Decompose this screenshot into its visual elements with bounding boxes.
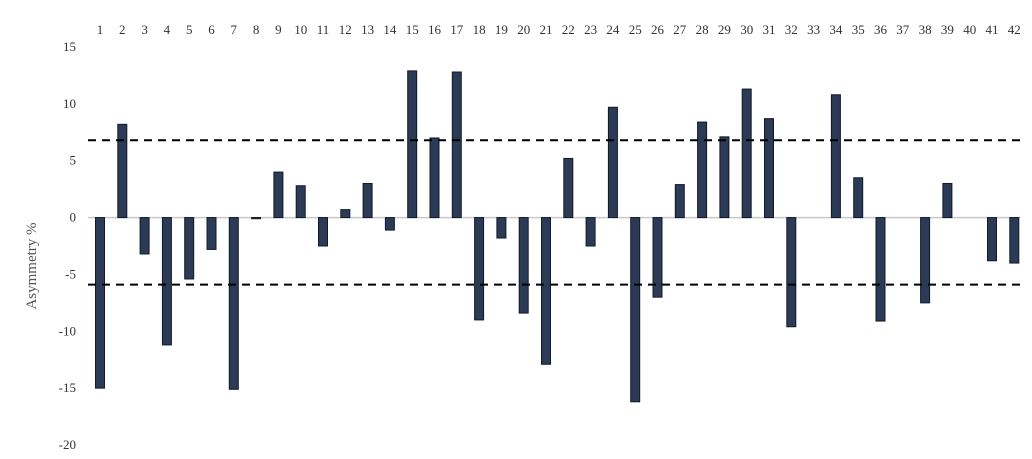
category-label: 22 — [562, 22, 575, 37]
bar-26 — [652, 217, 663, 298]
category-label: 7 — [231, 22, 238, 37]
reference-lines — [88, 139, 1020, 286]
bar-11 — [318, 217, 328, 247]
category-label: 40 — [963, 22, 976, 37]
bar-5 — [184, 217, 195, 280]
bar-6 — [206, 217, 217, 250]
category-label: 36 — [874, 22, 888, 37]
y-tick-label: 5 — [70, 153, 77, 168]
category-label: 4 — [164, 22, 171, 37]
bar-24 — [607, 106, 618, 219]
category-label: 21 — [540, 22, 553, 37]
y-tick-label: -10 — [59, 323, 76, 338]
category-label: 18 — [473, 22, 486, 37]
bar-1 — [95, 217, 105, 389]
category-label: 39 — [941, 22, 954, 37]
category-label: 37 — [896, 22, 910, 37]
y-tick-label: 0 — [70, 210, 77, 225]
category-label: 35 — [852, 22, 865, 37]
bar-16 — [429, 137, 440, 219]
bar-28 — [697, 121, 708, 219]
bar-20 — [518, 217, 529, 314]
bar-8 — [251, 217, 262, 220]
category-label: 1 — [97, 22, 104, 37]
bar-25 — [630, 217, 641, 403]
category-label: 24 — [606, 22, 620, 37]
category-label: 5 — [186, 22, 193, 37]
category-label: 28 — [696, 22, 709, 37]
bar-34 — [830, 94, 841, 219]
category-label: 31 — [763, 22, 776, 37]
category-label: 33 — [807, 22, 820, 37]
category-label: 29 — [718, 22, 731, 37]
category-label: 41 — [986, 22, 999, 37]
category-label: 42 — [1008, 22, 1021, 37]
bar-22 — [563, 157, 574, 219]
bar-10 — [295, 185, 306, 219]
bar-42 — [1009, 217, 1020, 264]
y-tick-label: 10 — [63, 96, 76, 111]
bar-12 — [340, 209, 351, 219]
category-label: 11 — [317, 22, 330, 37]
bar-15 — [407, 70, 418, 219]
y-tick-label: -5 — [65, 266, 76, 281]
bar-13 — [362, 182, 373, 219]
bar-18 — [474, 217, 485, 321]
y-tick-label: -20 — [59, 437, 76, 452]
bar-9 — [273, 171, 284, 219]
category-label: 14 — [383, 22, 397, 37]
category-labels: 1 2 3 4 5 6 7 8 9 10 11 12 13 14 15 16 17 18 19 20 21 22 23 24 2… — [97, 22, 1021, 37]
bar-21 — [541, 217, 551, 365]
bar-3 — [139, 217, 150, 255]
y-axis-ticks: 15 10 5 0 -5 -10 -15 -20 — [59, 39, 76, 452]
bar-2 — [117, 123, 128, 219]
category-label: 10 — [294, 22, 307, 37]
bar-35 — [853, 177, 864, 219]
bar-7 — [228, 217, 239, 390]
category-label: 20 — [517, 22, 530, 37]
category-label: 34 — [829, 22, 843, 37]
category-label: 19 — [495, 22, 508, 37]
category-label: 26 — [651, 22, 665, 37]
bar-4 — [161, 217, 172, 346]
y-tick-label: -15 — [59, 380, 76, 395]
bar-36 — [875, 217, 886, 322]
bar-38 — [920, 217, 931, 304]
bars — [95, 70, 1020, 403]
category-label: 3 — [141, 22, 148, 37]
category-label: 16 — [428, 22, 442, 37]
category-label: 9 — [275, 22, 282, 37]
category-label: 27 — [673, 22, 687, 37]
category-label: 6 — [208, 22, 215, 37]
category-label: 15 — [406, 22, 419, 37]
bar-31 — [764, 118, 774, 219]
y-tick-label: 15 — [63, 39, 76, 54]
category-label: 13 — [361, 22, 374, 37]
bar-23 — [585, 217, 596, 247]
bar-32 — [786, 217, 797, 328]
bar-19 — [496, 217, 507, 239]
category-label: 12 — [339, 22, 352, 37]
bar-29 — [719, 136, 730, 219]
category-label: 23 — [584, 22, 597, 37]
bar-41 — [987, 217, 997, 262]
category-label: 17 — [450, 22, 464, 37]
bar-27 — [674, 184, 685, 219]
category-label: 32 — [785, 22, 798, 37]
bar-14 — [384, 217, 395, 231]
category-label: 30 — [740, 22, 753, 37]
bar-39 — [942, 182, 953, 219]
category-label: 25 — [629, 22, 642, 37]
category-label: 38 — [919, 22, 932, 37]
bar-17 — [451, 71, 462, 219]
bar-30 — [741, 88, 752, 219]
category-label: 2 — [119, 22, 126, 37]
category-label: 8 — [253, 22, 260, 37]
y-axis-title: Asymmetry % — [24, 222, 40, 309]
